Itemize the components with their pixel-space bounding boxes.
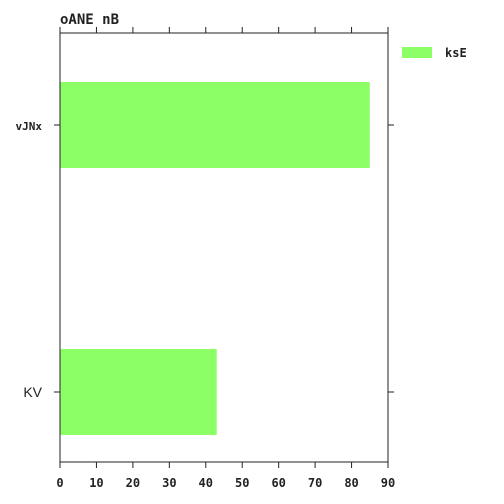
- bars-group: [60, 82, 370, 435]
- y-tick-label: KV: [23, 384, 42, 400]
- x-tick-label: 40: [199, 476, 213, 490]
- legend: ksE: [402, 46, 467, 60]
- x-tick-label: 70: [308, 476, 322, 490]
- bar: [60, 349, 217, 435]
- x-tick-label: 60: [271, 476, 285, 490]
- plot-frame: [59, 32, 389, 463]
- x-tick-label: 20: [126, 476, 140, 490]
- x-tick-label: 10: [89, 476, 103, 490]
- legend-swatch: [402, 47, 432, 58]
- x-tick-label: 30: [162, 476, 176, 490]
- legend-label: ksE: [445, 46, 467, 60]
- x-tick-label: 50: [235, 476, 249, 490]
- y-tick-label: vJNx: [16, 120, 43, 133]
- x-tick-label: 0: [56, 476, 63, 490]
- chart-title: oANE nB: [60, 12, 119, 28]
- x-axis: 0 10 20 30 40 50 60 70 80 90: [56, 27, 395, 490]
- x-tick-label: 90: [381, 476, 395, 490]
- y-axis: KV vJNx: [16, 120, 394, 400]
- bar: [60, 82, 370, 168]
- x-tick-label: 80: [344, 476, 358, 490]
